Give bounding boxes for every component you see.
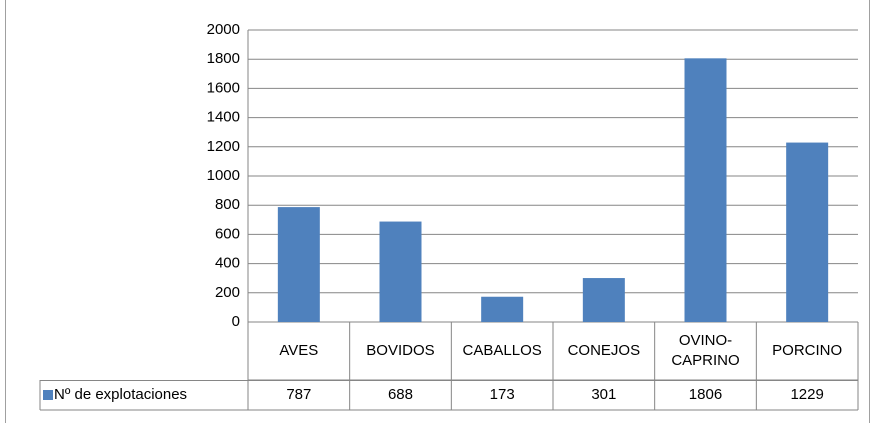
y-tick-label: 2000	[207, 21, 240, 38]
y-tick-label: 800	[215, 196, 240, 213]
data-table-value: 1229	[790, 386, 824, 403]
data-table-value: 301	[591, 386, 617, 403]
data-table-value: 688	[387, 386, 413, 403]
y-tick-label: 0	[232, 313, 240, 330]
y-tick-label: 1800	[207, 50, 240, 67]
bar	[786, 142, 829, 322]
y-tick-label: 600	[215, 225, 240, 242]
bar	[277, 207, 320, 322]
x-tick-label: AVES	[279, 342, 319, 359]
x-tick-label: PORCINO	[772, 342, 843, 359]
data-table-value: 787	[286, 386, 312, 403]
y-tick-label: 400	[215, 255, 240, 272]
legend-swatch	[43, 390, 53, 400]
y-tick-label: 1600	[207, 79, 240, 96]
data-table-value: 1806	[688, 386, 723, 403]
y-tick-label: 200	[215, 284, 240, 301]
x-tick-label: BOVIDOS	[366, 342, 435, 359]
y-tick-label: 1000	[207, 167, 240, 184]
bar	[582, 278, 625, 322]
chart-frame	[5, 0, 870, 423]
y-tick-label: 1200	[207, 138, 240, 155]
y-tick-label: 1400	[207, 109, 240, 126]
bar	[481, 296, 524, 322]
x-tick-label: OVINO-CAPRINO	[671, 332, 740, 369]
x-tick-label: CONEJOS	[567, 342, 641, 359]
bar	[684, 58, 727, 322]
x-tick-label: CABALLOS	[462, 342, 542, 359]
data-table-value: 173	[489, 386, 515, 403]
bar	[379, 221, 422, 322]
legend-label: Nº de explotaciones	[54, 386, 188, 403]
